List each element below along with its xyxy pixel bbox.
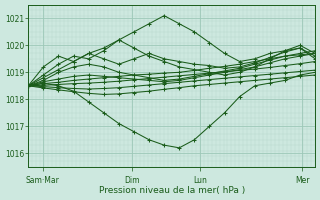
X-axis label: Pression niveau de la mer( hPa ): Pression niveau de la mer( hPa ) <box>99 186 245 195</box>
